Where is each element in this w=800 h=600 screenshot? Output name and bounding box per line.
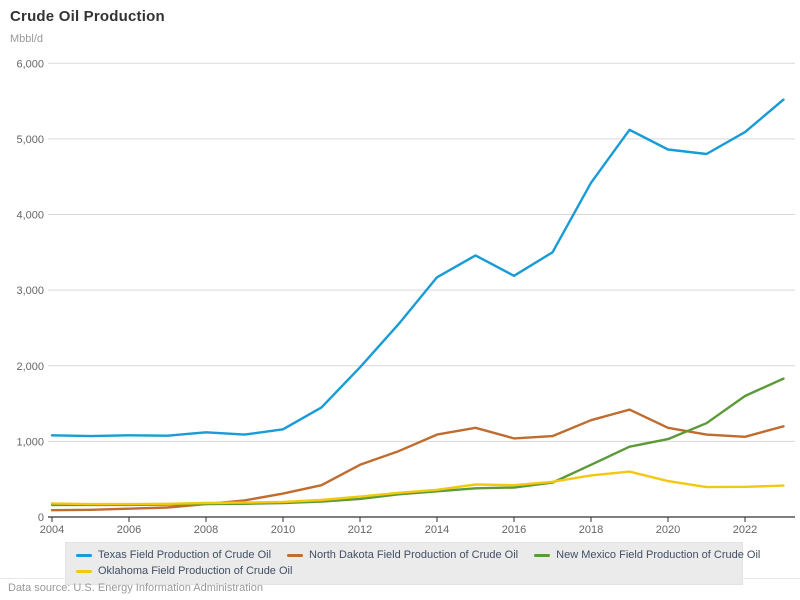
legend-swatch-oklahoma xyxy=(76,569,92,573)
series-line-north-dakota[interactable] xyxy=(50,408,785,512)
legend-item-oklahoma[interactable]: Oklahoma Field Production of Crude Oil xyxy=(76,563,292,579)
y-tick-label: 1,000 xyxy=(16,436,44,448)
legend-label: Oklahoma Field Production of Crude Oil xyxy=(98,565,293,577)
x-tick-label: 2012 xyxy=(348,524,372,536)
x-tick-label: 2004 xyxy=(40,524,64,536)
legend-item-new-mexico[interactable]: New Mexico Field Production of Crude Oil xyxy=(534,547,760,563)
footer-divider xyxy=(0,578,800,579)
x-tick-label: 2016 xyxy=(502,524,526,536)
x-tick-label: 2008 xyxy=(194,524,218,536)
legend-label: New Mexico Field Production of Crude Oil xyxy=(556,549,761,561)
legend: Texas Field Production of Crude Oil North… xyxy=(65,542,760,585)
legend-label: North Dakota Field Production of Crude O… xyxy=(309,549,519,561)
legend-item-texas[interactable]: Texas Field Production of Crude Oil xyxy=(76,547,271,563)
legend-label: Texas Field Production of Crude Oil xyxy=(98,549,272,561)
x-tick-label: 2018 xyxy=(579,524,603,536)
legend-swatch-new-mexico xyxy=(534,553,551,557)
data-source: Data source: U.S. Energy Information Adm… xyxy=(8,582,263,594)
series-line-texas[interactable] xyxy=(50,98,785,438)
x-tick-label: 2022 xyxy=(733,524,757,536)
y-tick-label: 2,000 xyxy=(16,361,44,373)
y-tick-label: 4,000 xyxy=(16,210,44,222)
y-tick-label: 6,000 xyxy=(16,58,44,70)
series-line-oklahoma[interactable] xyxy=(50,470,785,506)
legend-row-1: Texas Field Production of Crude Oil North… xyxy=(76,547,760,563)
y-axis-unit-label: Mbbl/d xyxy=(10,33,44,45)
legend-swatch-north-dakota xyxy=(287,553,304,557)
x-tick-label: 2020 xyxy=(656,524,680,536)
y-tick-label: 0 xyxy=(38,512,44,524)
y-tick-label: 3,000 xyxy=(16,285,44,297)
x-tick-label: 2014 xyxy=(425,524,449,536)
x-tick-label: 2010 xyxy=(271,524,295,536)
plot-area[interactable]: 0 1,000 2,000 3,000 4,000 5,000 6,000 2004 2006 2… xyxy=(0,0,800,540)
x-tick-label: 2006 xyxy=(117,524,141,536)
y-tick-label: 5,000 xyxy=(16,134,44,146)
legend-row-2: Oklahoma Field Production of Crude Oil xyxy=(76,563,732,579)
legend-item-north-dakota[interactable]: North Dakota Field Production of Crude O… xyxy=(287,547,518,563)
legend-swatch-texas xyxy=(76,553,92,557)
chart-title: Crude Oil Production xyxy=(10,8,165,25)
